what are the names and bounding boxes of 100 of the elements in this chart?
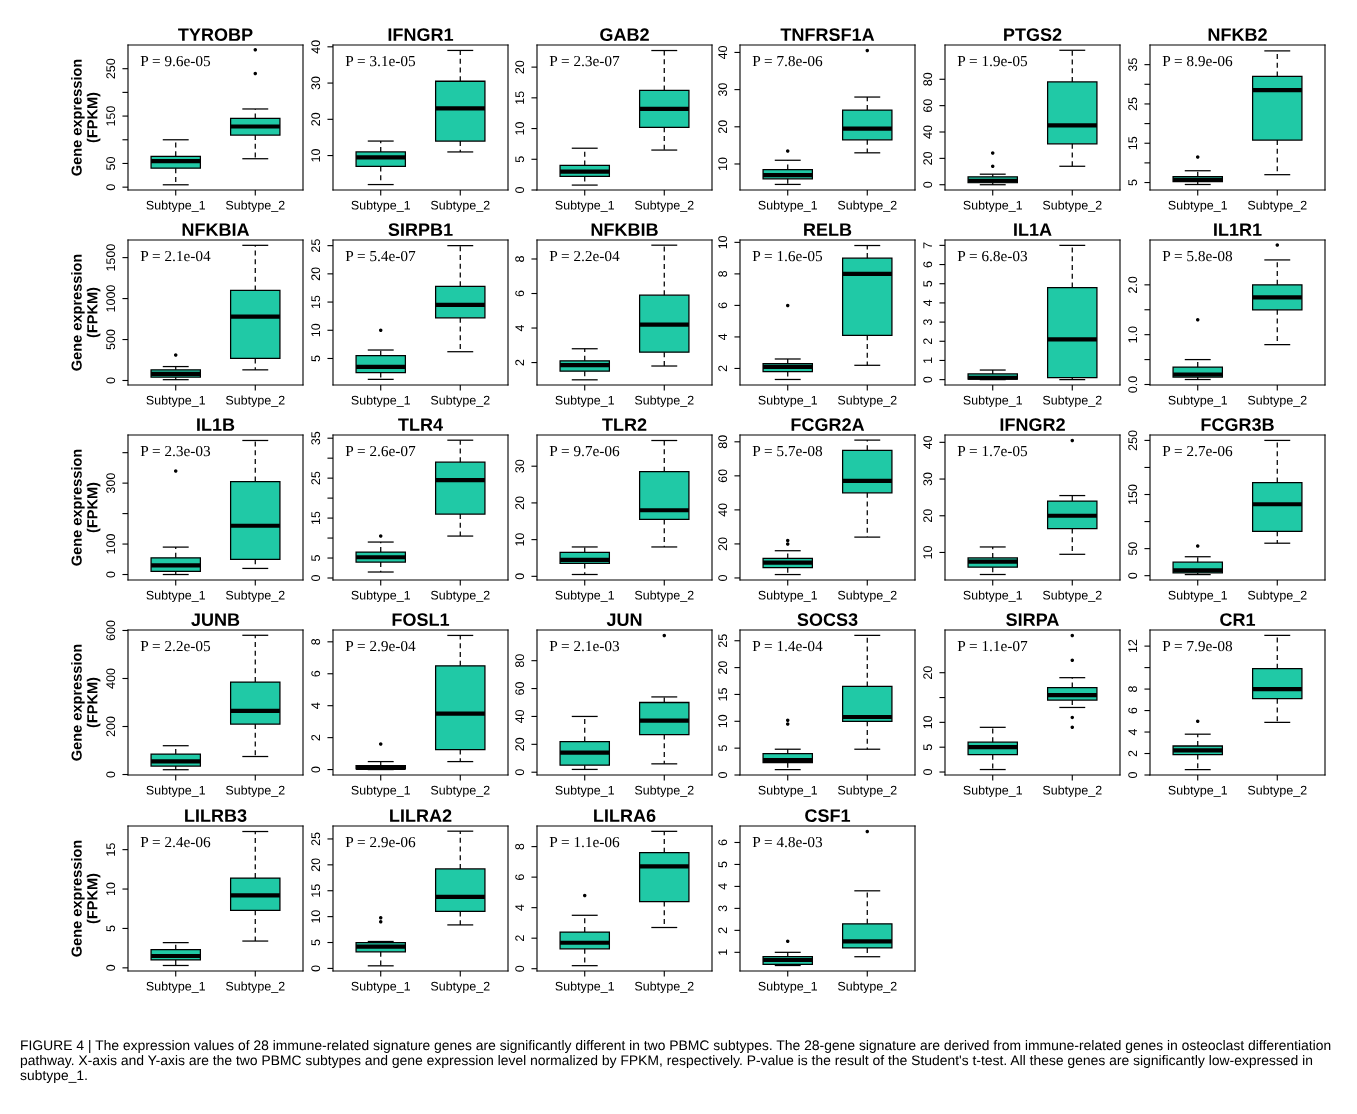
y-tick-label: 0 [1128, 772, 1138, 778]
y-tick-label: 3 [923, 319, 933, 326]
y-tick-label: 10 [515, 533, 525, 546]
x-tick-label: Subtype_1 [1168, 590, 1228, 603]
annotation: P = 7.9e-08 [1162, 640, 1233, 652]
x-tick-label: Subtype_1 [146, 590, 206, 603]
x-tick-label: Subtype_1 [351, 590, 411, 603]
annotation: P = 3.1e-05 [345, 55, 416, 67]
y-tick-label: 20 [311, 267, 321, 281]
y-tick-label: 0 [515, 965, 525, 972]
y-tick-label: 15 [311, 511, 321, 525]
x-tick-label: Subtype_1 [1168, 785, 1228, 798]
y-tick-label: 5 [311, 555, 321, 562]
x-tick-label: Subtype_1 [963, 785, 1023, 798]
y-tick-label: 25 [718, 634, 728, 648]
x-tick-label: Subtype_2 [634, 200, 694, 213]
x-tick-label: Subtype_2 [634, 785, 694, 798]
x-tick-label: Subtype_1 [555, 590, 615, 603]
y-tick-label: 250 [106, 58, 116, 79]
x-tick-label: Subtype_1 [963, 590, 1023, 603]
x-tick-label: Subtype_1 [758, 785, 818, 798]
y-tick-label: 40 [718, 45, 728, 60]
annotation: P = 9.6e-05 [140, 55, 211, 67]
y-tick-label: 20 [923, 666, 933, 680]
annotation: P = 8.9e-06 [1162, 55, 1233, 67]
y-tick-label: 500 [106, 329, 116, 350]
y-tick-label: 0 [106, 771, 116, 778]
y-tick-label: 20 [311, 112, 321, 126]
x-tick-label: Subtype_2 [1247, 590, 1307, 603]
chart-title: SIRPA [1006, 613, 1059, 627]
y-tick-label: 15 [311, 884, 321, 897]
chart-title: FOSL1 [392, 613, 450, 627]
y-tick-label: 0 [106, 964, 116, 971]
x-tick-label: Subtype_2 [430, 590, 490, 603]
x-tick-label: Subtype_2 [1247, 395, 1307, 408]
annotation: P = 1.1e-07 [957, 640, 1028, 652]
x-tick-label: Subtype_2 [634, 590, 694, 603]
y-tick-label: 6 [515, 874, 525, 880]
x-tick-label: Subtype_1 [963, 200, 1023, 213]
annotation: P = 5.4e-07 [345, 250, 416, 262]
y-tick-label: 30 [311, 76, 321, 90]
annotation: P = 1.7e-05 [957, 445, 1028, 457]
x-tick-label: Subtype_1 [146, 981, 206, 994]
chart-title: FCGR3B [1201, 418, 1274, 432]
x-tick-label: Subtype_2 [430, 395, 490, 408]
caption: FIGURE 4 | The expression values of 28 immune-related signature genes are significantly different in two PBMC subtypes. The 28-gene signature are derived from immune-related genes in osteoclast differentiation pathway. X-axis and Y-axis are the two PBMC subtypes and gene expression level normalized by FPKM, respectively. P-value is the result of the Student's t-test. All these genes are significantly low-expressed in subtype_1. [20, 1040, 1331, 1083]
y-tick-label: 5 [923, 280, 933, 287]
y-tick-label: 2 [515, 935, 524, 942]
y-tick-label: 25 [311, 832, 321, 846]
chart-title: NFKB2 [1208, 28, 1267, 41]
chart-title: TYROBP [178, 28, 253, 42]
y-tick-label: 200 [106, 716, 116, 737]
y-tick-label: 15 [1128, 136, 1138, 150]
x-tick-label: Subtype_1 [555, 981, 615, 994]
y-tick-label: 4 [515, 324, 524, 332]
y-tick-label: 20 [718, 661, 728, 674]
y-tick-label: 0 [515, 187, 525, 193]
x-tick-label: Subtype_2 [1042, 200, 1102, 213]
y-tick-label: 35 [311, 431, 321, 445]
x-tick-label: Subtype_2 [837, 200, 897, 213]
y-tick-label: 0 [311, 965, 321, 972]
y-tick-label: 30 [718, 83, 728, 97]
y-tick-label: 5 [718, 745, 728, 752]
annotation: P = 2.6e-07 [345, 445, 416, 457]
y-tick-label: 20 [923, 151, 933, 165]
annotation: P = 2.1e-03 [549, 640, 620, 652]
y-axis-title: Gene expression (FPKM) [71, 840, 101, 957]
y-tick-label: 60 [718, 469, 728, 483]
y-tick-label: 20 [311, 858, 321, 872]
x-tick-label: Subtype_2 [225, 785, 285, 798]
y-tick-label: 6 [311, 670, 321, 677]
y-tick-label: 10 [718, 714, 728, 728]
y-tick-label: 10 [718, 157, 728, 170]
y-tick-label: 10 [311, 149, 321, 162]
annotation: P = 2.3e-07 [549, 55, 620, 67]
y-tick-label: 6 [923, 261, 933, 268]
y-tick-label: 4 [718, 883, 727, 890]
y-tick-label: 30 [515, 459, 525, 473]
y-tick-label: 4 [515, 904, 524, 911]
x-tick-label: Subtype_2 [634, 395, 694, 408]
y-tick-label: 1000 [106, 285, 116, 312]
y-tick-label: 3 [718, 905, 728, 912]
y-tick-label: 80 [718, 435, 728, 449]
y-tick-label: 6 [515, 290, 525, 297]
y-tick-label: 2 [515, 359, 524, 366]
y-tick-label: 600 [106, 620, 116, 641]
x-tick-label: Subtype_2 [634, 981, 694, 994]
y-tick-label: 10 [311, 323, 321, 337]
y-tick-label: 40 [923, 435, 933, 450]
x-tick-label: Subtype_2 [430, 981, 490, 994]
x-tick-label: Subtype_1 [351, 200, 411, 213]
y-tick-label: 8 [515, 256, 525, 262]
y-tick-label: 5 [515, 156, 525, 163]
y-tick-label: 1500 [106, 244, 116, 271]
chart-title: LILRA6 [594, 809, 656, 823]
chart-title: CSF1 [805, 809, 851, 823]
y-tick-label: 6 [1128, 707, 1138, 714]
chart-title: LILRA2 [390, 809, 452, 822]
chart-title: IL1A [1014, 223, 1052, 236]
x-tick-label: Subtype_2 [430, 200, 490, 213]
